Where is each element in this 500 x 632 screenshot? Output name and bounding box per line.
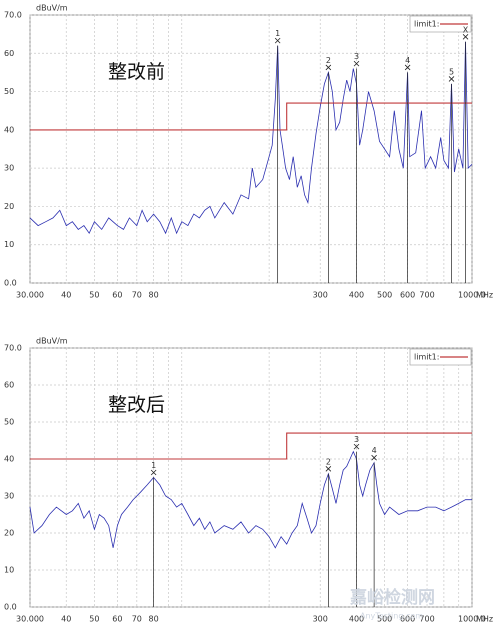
marker-cross — [371, 454, 377, 461]
legend-label: limit1: — [414, 20, 439, 29]
y-tick-label: 0.0 — [4, 279, 17, 288]
x-tick-label: 300 — [313, 291, 328, 300]
marker-label: 4 — [405, 56, 410, 65]
marker-cross — [353, 60, 360, 67]
chart: 0.0 10 20 30 40 50 60 70.0 30.000 40 50 60 70 80 300 40… — [4, 4, 493, 300]
limit-line — [30, 432, 472, 460]
y-tick-label: 30 — [4, 164, 14, 173]
x-tick-label: 700 — [419, 615, 434, 624]
marker-label: X — [463, 25, 469, 34]
y-tick-label: 40 — [4, 125, 14, 134]
plot-area — [29, 347, 473, 608]
x-tick-label: 80 — [149, 291, 159, 300]
x-tick-label: 600 — [400, 615, 415, 624]
y-tick-label: 70.0 — [4, 344, 22, 353]
y-tick-label: 30 — [4, 492, 14, 501]
marker-cross — [325, 466, 332, 472]
x-tick-label: 30.000 — [16, 291, 44, 300]
x-tick-label: 70 — [132, 291, 142, 300]
y-axis-label: dBuV/m — [36, 4, 68, 13]
x-tick-label: 60 — [112, 615, 122, 624]
x-tick-label: 1000.0 — [458, 615, 486, 624]
y-tick-label: 60 — [4, 49, 14, 58]
x-tick-label: 50 — [89, 615, 99, 624]
marker-cross — [150, 469, 157, 476]
marker-label: 1 — [151, 461, 156, 470]
x-tick-label: 70 — [132, 615, 142, 624]
marker-cross — [462, 34, 469, 40]
y-tick-label: 20 — [4, 529, 14, 538]
x-tick-label: 500 — [377, 291, 392, 300]
marker-label: 2 — [326, 457, 331, 466]
y-tick-label: 40 — [4, 455, 14, 464]
x-tick-label: 1000.0 — [458, 291, 486, 300]
legend-label: limit1: — [414, 353, 439, 362]
x-tick-label: 40 — [61, 615, 71, 624]
x-tick-label: 80 — [149, 615, 159, 624]
x-tick-label: 50 — [89, 291, 99, 300]
marker-cross — [274, 37, 281, 44]
marker-label: 1 — [275, 29, 280, 38]
y-tick-label: 60 — [4, 381, 14, 390]
trace — [29, 450, 472, 549]
y-tick-label: 50 — [4, 418, 14, 427]
y-axis-label: dBuV/m — [36, 337, 68, 346]
x-axis-label: MHz — [476, 615, 493, 624]
x-axis-label: MHz — [476, 291, 493, 300]
limit-line — [30, 102, 472, 131]
x-tick-label: 400 — [349, 615, 364, 624]
x-tick-label: 500 — [377, 615, 392, 624]
annotation: 整改前 — [108, 61, 165, 83]
y-tick-label: 70.0 — [4, 11, 22, 20]
x-tick-label: 600 — [400, 291, 415, 300]
marker-cross — [353, 443, 360, 450]
plot-area — [29, 14, 473, 284]
y-tick-label: 10 — [4, 240, 14, 249]
chart: 0.0 10 20 30 40 50 60 70.0 30.000 40 50 60 70 80 300 40… — [4, 337, 493, 624]
x-tick-label: 30.000 — [16, 615, 44, 624]
y-tick-label: 20 — [4, 202, 14, 211]
marker-cross — [404, 64, 411, 71]
marker-label: 3 — [354, 52, 359, 61]
y-tick-label: 10 — [4, 566, 14, 575]
marker-label: 5 — [449, 67, 454, 76]
y-tick-label: 50 — [4, 87, 14, 96]
x-tick-label: 700 — [419, 291, 434, 300]
trace — [29, 41, 473, 235]
marker-label: 3 — [354, 435, 359, 444]
marker-cross — [325, 64, 332, 71]
x-tick-label: 40 — [61, 291, 71, 300]
marker-label: 4 — [372, 446, 377, 455]
marker-label: 2 — [326, 56, 331, 65]
x-tick-label: 400 — [349, 291, 364, 300]
x-tick-label: 300 — [313, 615, 328, 624]
x-tick-label: 60 — [112, 291, 122, 300]
y-tick-label: 0.0 — [4, 603, 17, 612]
marker-cross — [448, 76, 455, 82]
annotation: 整改后 — [108, 394, 165, 416]
